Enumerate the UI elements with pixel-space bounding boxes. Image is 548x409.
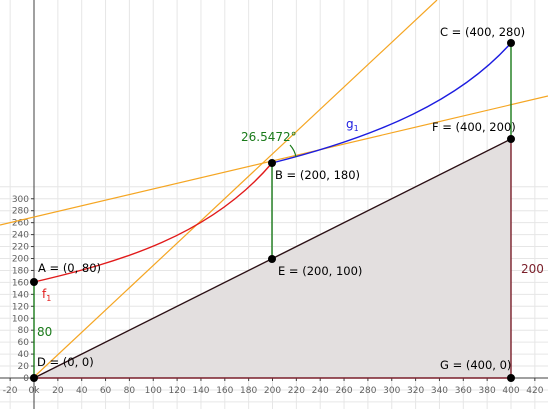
point-g[interactable]	[507, 374, 515, 382]
label-point-f: F = (400, 200)	[432, 120, 516, 134]
x-tick-label: 60	[100, 386, 112, 396]
x-tick-label: 320	[407, 386, 424, 396]
point-e[interactable]	[268, 255, 276, 263]
y-tick-label: 300	[12, 195, 29, 205]
label-f1-sub: 1	[46, 294, 51, 303]
point-a[interactable]	[30, 278, 38, 286]
x-tick-label: 420	[526, 386, 543, 396]
label-point-b: B = (200, 180)	[275, 168, 360, 182]
x-tick-label: 20	[52, 386, 64, 396]
label-point-a: A = (0, 80)	[38, 261, 101, 275]
y-tick-label: 100	[12, 314, 29, 324]
label-point-g: G = (400, 0)	[440, 358, 511, 372]
x-tick-label: 380	[479, 386, 496, 396]
y-tick-label: 140	[12, 290, 29, 300]
y-tick-label: 120	[12, 302, 29, 312]
y-tick-label: 240	[12, 231, 29, 241]
x-tick-label: 360	[455, 386, 472, 396]
x-tick-label: 120	[169, 386, 186, 396]
y-tick-label: 260	[12, 219, 29, 229]
x-tick-label: 40	[76, 386, 88, 396]
x-tick-label: 340	[431, 386, 448, 396]
label-g1: g1	[346, 117, 359, 133]
y-tick-label: 160	[12, 278, 29, 288]
curve-f1	[33, 162, 273, 283]
x-tick-label: 260	[335, 386, 352, 396]
x-tick-label: 180	[240, 386, 257, 396]
point-d[interactable]	[30, 374, 38, 382]
y-tick-label: 180	[12, 266, 29, 276]
curve-g1	[271, 42, 512, 164]
x-tick-label: -20	[3, 386, 18, 396]
x-tick-label: 240	[312, 386, 329, 396]
label-point-e: E = (200, 100)	[278, 264, 362, 278]
label-g1-sub: 1	[354, 124, 359, 133]
points-layer	[30, 39, 515, 382]
x-tick-label: 280	[359, 386, 376, 396]
x-tick-label: 400	[502, 386, 519, 396]
x-tick-label: 200	[264, 386, 281, 396]
label-point-d: D = (0, 0)	[37, 355, 94, 369]
x-axis: -20 0k 20 40 60 80 100 120 140 160 180 200 220 240 260…	[0, 377, 548, 396]
x-tick-label: 220	[288, 386, 305, 396]
x-tick-label: 80	[124, 386, 136, 396]
y-tick-label: 60	[18, 338, 30, 348]
label-g1-name: g	[346, 117, 354, 131]
label-point-c: C = (400, 280)	[440, 25, 525, 39]
x-tick-label: 140	[192, 386, 209, 396]
x-tick-label: 300	[383, 386, 400, 396]
x-tick-label: 160	[216, 386, 233, 396]
y-tick-label: 80	[18, 326, 30, 336]
y-tick-label: 20	[18, 362, 30, 372]
y-tick-label: 200	[12, 255, 29, 265]
label-f1: f1	[42, 287, 51, 303]
label-segment-fg: 200	[521, 262, 544, 276]
y-tick-label: 280	[12, 207, 29, 217]
x-tick-label: 100	[145, 386, 162, 396]
label-f1-name: f	[42, 287, 47, 301]
tangent-line-steep	[33, 0, 438, 378]
point-b[interactable]	[268, 159, 276, 167]
angle-label: 26.5472°	[241, 130, 297, 144]
y-tick-label: 40	[18, 350, 30, 360]
point-c[interactable]	[507, 39, 515, 47]
y-tick-label: 0	[23, 374, 29, 384]
label-segment-ad: 80	[37, 325, 52, 339]
angle-arc	[289, 144, 297, 158]
point-f[interactable]	[507, 135, 515, 143]
y-tick-label: 220	[12, 243, 29, 253]
